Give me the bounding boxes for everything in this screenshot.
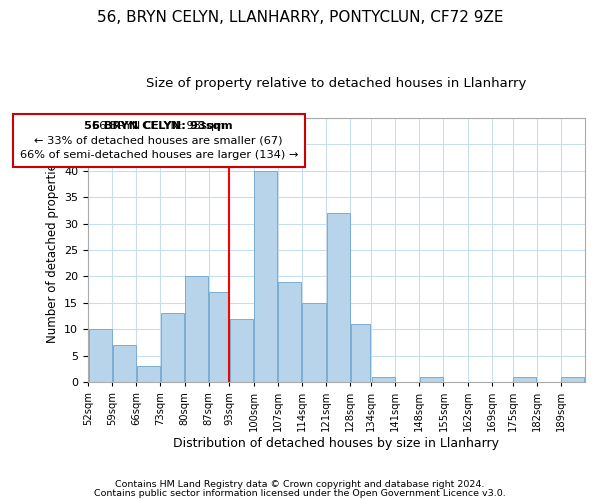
Bar	[278, 282, 301, 382]
Bar	[562, 377, 584, 382]
Bar	[209, 292, 229, 382]
X-axis label: Distribution of detached houses by size in Llanharry: Distribution of detached houses by size …	[173, 437, 499, 450]
Bar	[230, 318, 253, 382]
Bar	[137, 366, 160, 382]
Bar	[513, 377, 536, 382]
Bar	[371, 377, 395, 382]
Bar	[185, 276, 208, 382]
Bar	[302, 303, 326, 382]
Text: 56, BRYN CELYN, LLANHARRY, PONTYCLUN, CF72 9ZE: 56, BRYN CELYN, LLANHARRY, PONTYCLUN, CF…	[97, 10, 503, 25]
Y-axis label: Number of detached properties: Number of detached properties	[46, 157, 59, 343]
Text: Contains public sector information licensed under the Open Government Licence v3: Contains public sector information licen…	[94, 489, 506, 498]
Title: Size of property relative to detached houses in Llanharry: Size of property relative to detached ho…	[146, 78, 527, 90]
Text: Contains HM Land Registry data © Crown copyright and database right 2024.: Contains HM Land Registry data © Crown c…	[115, 480, 485, 489]
Bar	[113, 345, 136, 382]
Text: 56 BRYN CELYN: 93sqm
← 33% of detached houses are smaller (67)
66% of semi-detac: 56 BRYN CELYN: 93sqm ← 33% of detached h…	[20, 120, 298, 160]
Bar	[161, 314, 184, 382]
Bar	[351, 324, 370, 382]
Bar	[420, 377, 443, 382]
Bar	[326, 213, 350, 382]
Bar	[89, 329, 112, 382]
Bar	[254, 171, 277, 382]
Text: 56 BRYN CELYN: 93sqm: 56 BRYN CELYN: 93sqm	[85, 120, 233, 130]
